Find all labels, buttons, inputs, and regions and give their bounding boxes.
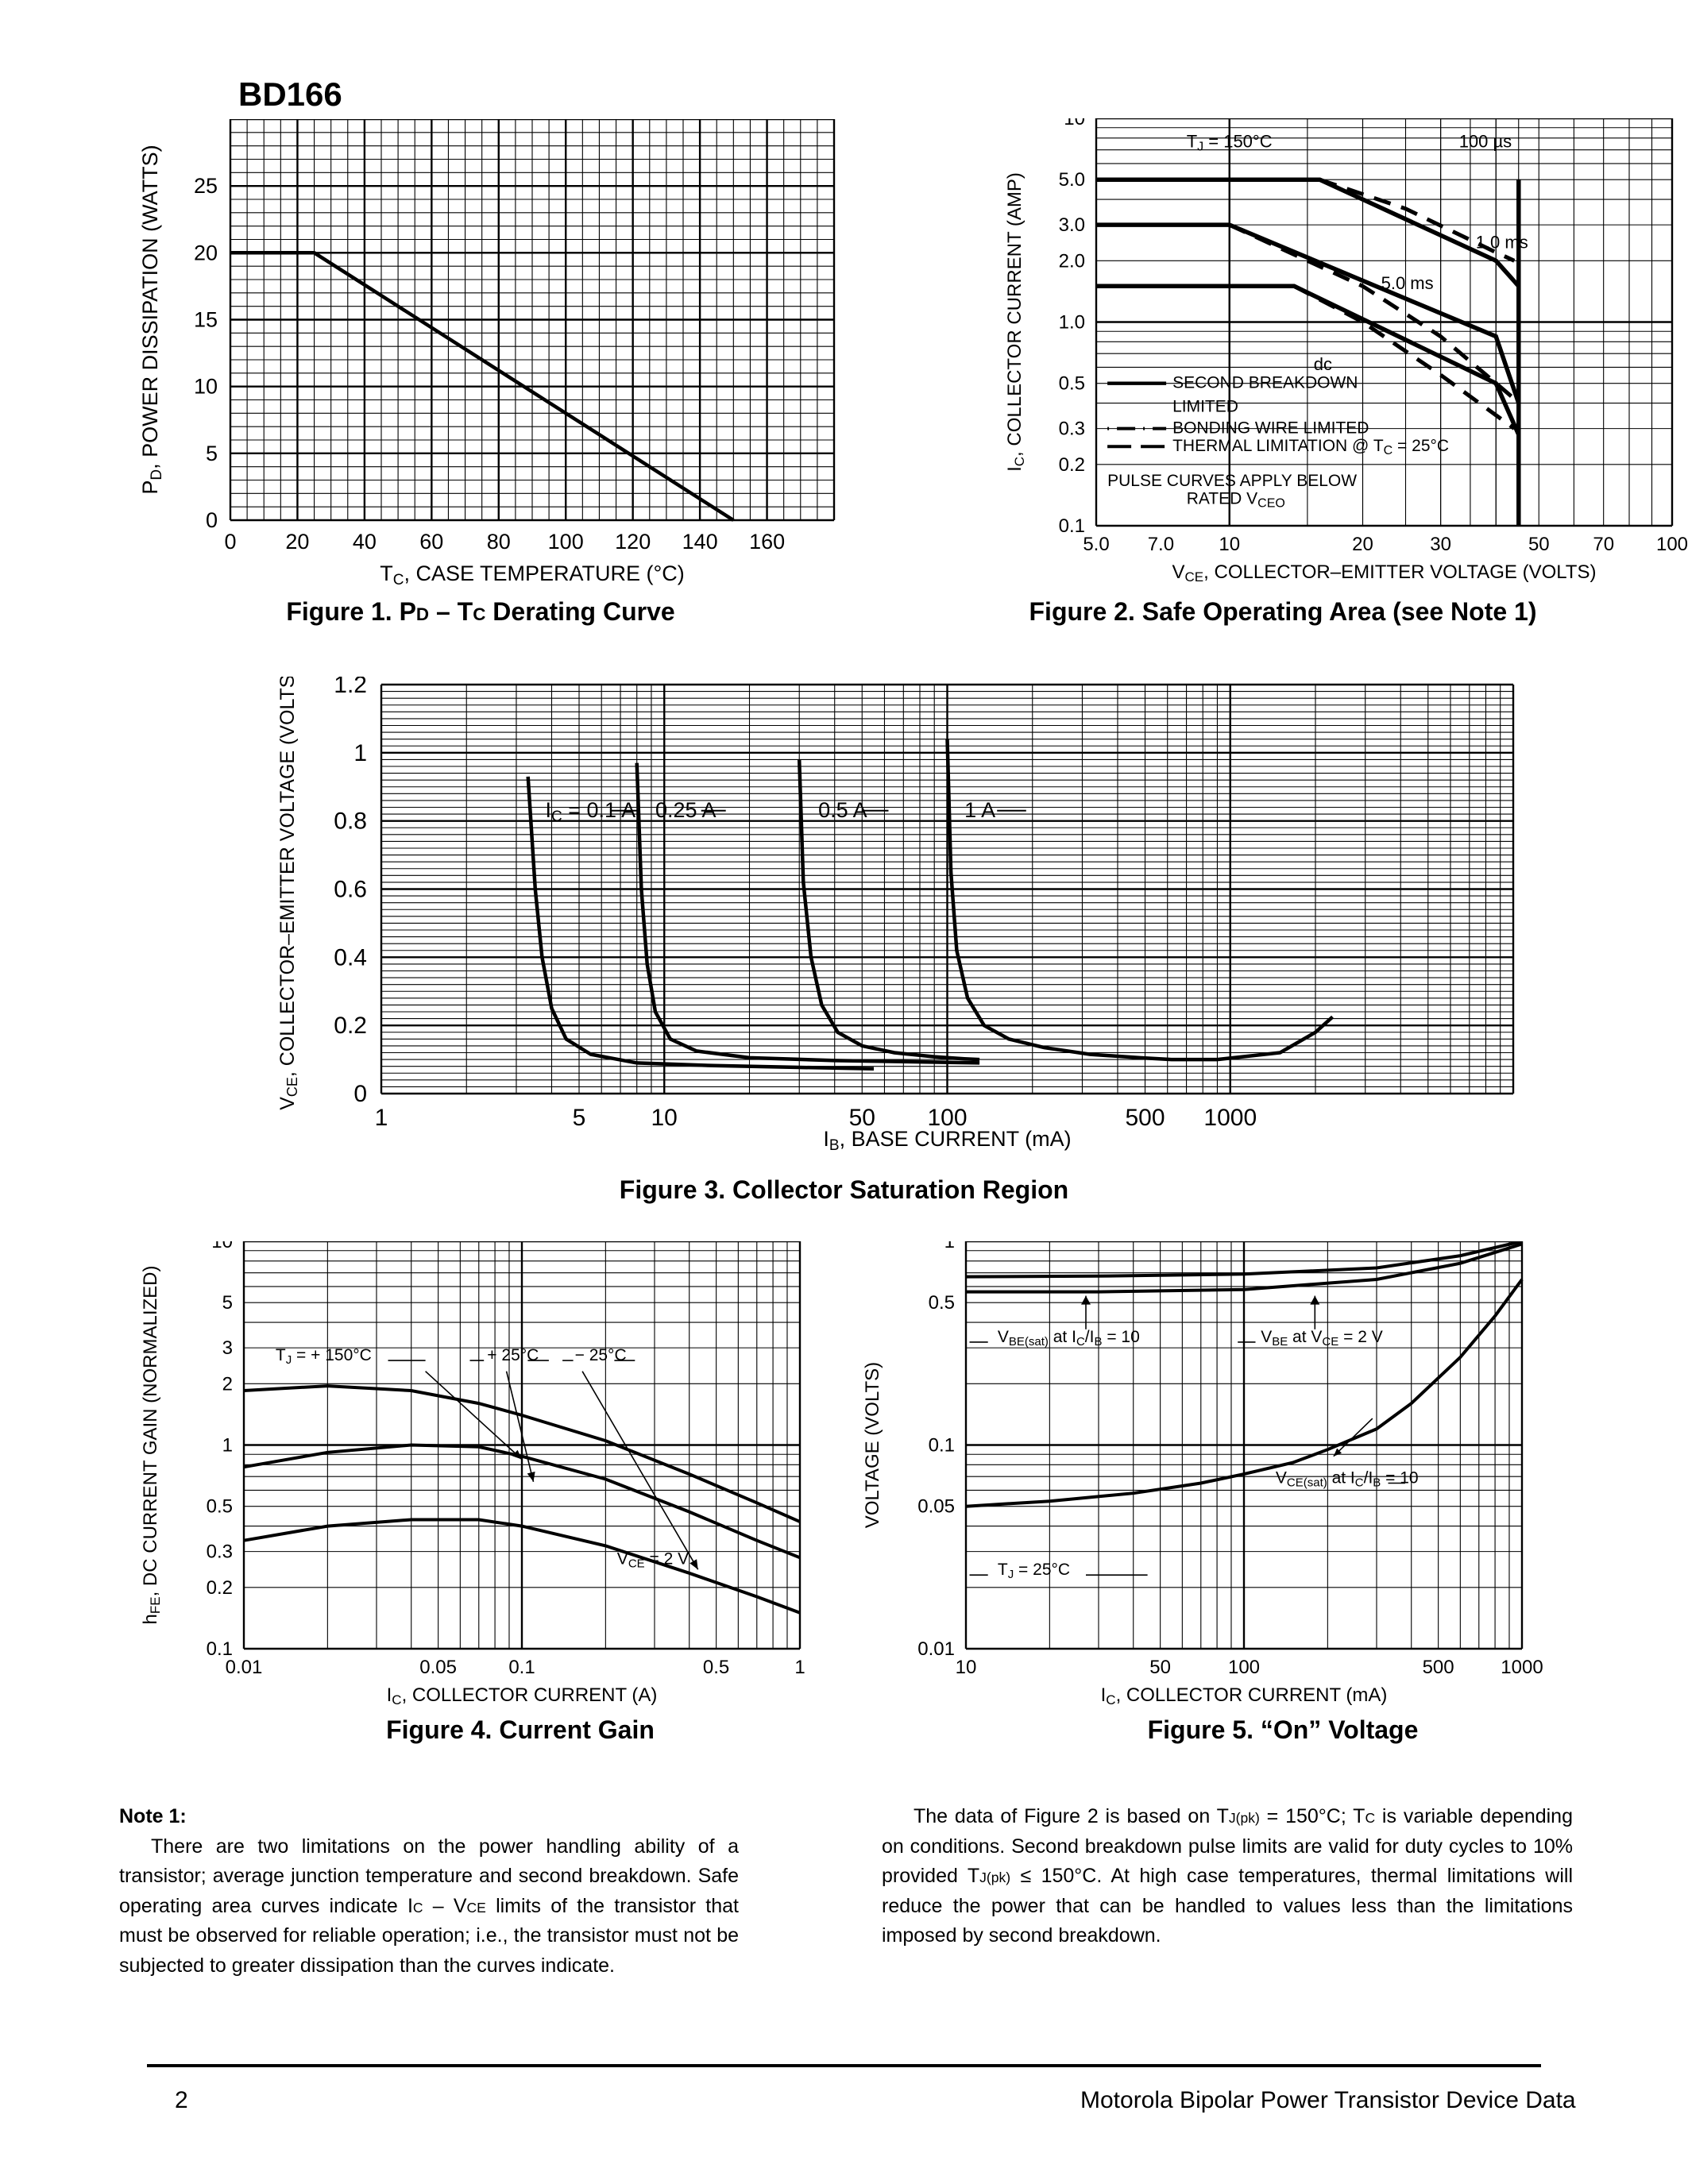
svg-text:IB, BASE CURRENT (mA): IB, BASE CURRENT (mA) bbox=[823, 1127, 1071, 1154]
svg-text:IC, COLLECTOR CURRENT (A): IC, COLLECTOR CURRENT (A) bbox=[387, 1684, 658, 1707]
svg-text:LIMITED: LIMITED bbox=[1172, 398, 1238, 416]
svg-text:10: 10 bbox=[956, 1657, 977, 1678]
svg-text:+ 25°C: + 25°C bbox=[487, 1346, 539, 1364]
svg-text:160: 160 bbox=[749, 530, 785, 554]
svg-text:30: 30 bbox=[1430, 534, 1451, 555]
svg-text:7.0: 7.0 bbox=[1148, 534, 1174, 555]
svg-text:IC, COLLECTOR CURRENT (mA): IC, COLLECTOR CURRENT (mA) bbox=[1101, 1684, 1388, 1707]
svg-text:3: 3 bbox=[222, 1337, 233, 1359]
svg-text:5.0: 5.0 bbox=[1083, 534, 1109, 555]
svg-text:5: 5 bbox=[573, 1105, 586, 1131]
svg-text:0.5 A: 0.5 A bbox=[818, 798, 867, 822]
svg-text:5.0 ms: 5.0 ms bbox=[1381, 273, 1434, 293]
svg-text:VOLTAGE (VOLTS): VOLTAGE (VOLTS) bbox=[862, 1362, 883, 1528]
svg-text:0: 0 bbox=[224, 530, 236, 554]
svg-text:2.0: 2.0 bbox=[1059, 250, 1085, 272]
svg-text:1000: 1000 bbox=[1501, 1657, 1543, 1678]
svg-text:20: 20 bbox=[285, 530, 309, 554]
svg-text:40: 40 bbox=[353, 530, 377, 554]
svg-text:1: 1 bbox=[353, 740, 367, 766]
svg-text:60: 60 bbox=[419, 530, 443, 554]
svg-text:50: 50 bbox=[1528, 534, 1550, 555]
svg-text:5: 5 bbox=[222, 1292, 233, 1314]
svg-text:10: 10 bbox=[211, 1241, 233, 1252]
svg-text:IC, COLLECTOR CURRENT (AMP): IC, COLLECTOR CURRENT (AMP) bbox=[1004, 172, 1027, 472]
svg-text:THERMAL LIMITATION @ TC = 25°C: THERMAL LIMITATION @ TC = 25°C bbox=[1172, 437, 1449, 457]
svg-text:20: 20 bbox=[1352, 534, 1373, 555]
svg-text:1: 1 bbox=[222, 1435, 233, 1457]
svg-text:dc: dc bbox=[1314, 354, 1332, 374]
svg-text:100: 100 bbox=[548, 530, 584, 554]
svg-text:0.5: 0.5 bbox=[703, 1657, 729, 1678]
svg-text:500: 500 bbox=[1125, 1105, 1165, 1131]
svg-text:10: 10 bbox=[1219, 534, 1240, 555]
svg-text:0.5: 0.5 bbox=[1059, 373, 1085, 395]
svg-text:15: 15 bbox=[194, 308, 218, 332]
svg-text:100 µs: 100 µs bbox=[1459, 132, 1512, 152]
svg-text:VCE, COLLECTOR–EMITTER VOLTAGE: VCE, COLLECTOR–EMITTER VOLTAGE (VOLTS) bbox=[1172, 561, 1597, 585]
svg-text:100: 100 bbox=[1656, 534, 1688, 555]
svg-text:0.1: 0.1 bbox=[1059, 515, 1085, 537]
svg-text:1: 1 bbox=[944, 1241, 955, 1252]
svg-text:VCE, COLLECTOR–EMITTER VOLTAGE: VCE, COLLECTOR–EMITTER VOLTAGE (VOLTS) bbox=[276, 677, 300, 1110]
svg-text:0.3: 0.3 bbox=[1059, 419, 1085, 440]
svg-text:1000: 1000 bbox=[1203, 1105, 1257, 1131]
svg-text:0: 0 bbox=[353, 1081, 367, 1107]
svg-text:VCE = 2 V: VCE = 2 V bbox=[617, 1550, 689, 1571]
svg-text:PD, POWER DISSIPATION (WATTS): PD, POWER DISSIPATION (WATTS) bbox=[138, 145, 165, 494]
svg-text:TC, CASE TEMPERATURE (°C): TC, CASE TEMPERATURE (°C) bbox=[380, 561, 685, 588]
svg-text:1: 1 bbox=[375, 1105, 388, 1131]
svg-text:70: 70 bbox=[1593, 534, 1614, 555]
svg-text:0.8: 0.8 bbox=[334, 808, 367, 835]
svg-text:1 A: 1 A bbox=[964, 798, 995, 822]
svg-text:− 25°C: − 25°C bbox=[575, 1346, 627, 1364]
svg-text:1.2: 1.2 bbox=[334, 677, 367, 698]
svg-text:0.1: 0.1 bbox=[508, 1657, 535, 1678]
svg-text:0.1: 0.1 bbox=[929, 1435, 955, 1457]
svg-text:3.0: 3.0 bbox=[1059, 214, 1085, 236]
svg-text:120: 120 bbox=[615, 530, 651, 554]
svg-text:100: 100 bbox=[1228, 1657, 1260, 1678]
svg-text:0.05: 0.05 bbox=[419, 1657, 457, 1678]
svg-text:50: 50 bbox=[1149, 1657, 1171, 1678]
svg-text:SECOND BREAKDOWN: SECOND BREAKDOWN bbox=[1172, 374, 1358, 392]
svg-text:5.0: 5.0 bbox=[1059, 169, 1085, 191]
svg-text:0.01: 0.01 bbox=[226, 1657, 263, 1678]
svg-text:0.2: 0.2 bbox=[1059, 454, 1085, 476]
svg-text:0.4: 0.4 bbox=[334, 944, 367, 970]
svg-text:hFE, DC CURRENT GAIN (NORMALIZ: hFE, DC CURRENT GAIN (NORMALIZED) bbox=[140, 1266, 163, 1625]
svg-text:0.01: 0.01 bbox=[917, 1638, 955, 1660]
svg-text:0.5: 0.5 bbox=[929, 1292, 955, 1314]
svg-text:0: 0 bbox=[206, 508, 218, 532]
svg-text:80: 80 bbox=[487, 530, 511, 554]
svg-text:0.3: 0.3 bbox=[207, 1542, 233, 1563]
svg-text:0.2: 0.2 bbox=[207, 1577, 233, 1599]
svg-text:2: 2 bbox=[222, 1373, 233, 1395]
svg-text:PULSE CURVES APPLY BELOW: PULSE CURVES APPLY BELOW bbox=[1107, 472, 1357, 490]
svg-text:140: 140 bbox=[682, 530, 718, 554]
svg-text:25: 25 bbox=[194, 174, 218, 198]
svg-text:0.5: 0.5 bbox=[207, 1496, 233, 1518]
svg-text:10: 10 bbox=[194, 375, 218, 399]
svg-text:10: 10 bbox=[651, 1105, 678, 1131]
svg-text:20: 20 bbox=[194, 241, 218, 264]
svg-text:BONDING WIRE LIMITED: BONDING WIRE LIMITED bbox=[1172, 419, 1369, 438]
svg-text:0.2: 0.2 bbox=[334, 1013, 367, 1039]
svg-text:10: 10 bbox=[1064, 118, 1085, 129]
svg-text:0.05: 0.05 bbox=[917, 1496, 955, 1518]
svg-text:5: 5 bbox=[206, 442, 218, 465]
svg-text:1.0: 1.0 bbox=[1059, 312, 1085, 334]
svg-text:1: 1 bbox=[794, 1657, 805, 1678]
svg-text:500: 500 bbox=[1423, 1657, 1454, 1678]
svg-text:1.0 ms: 1.0 ms bbox=[1476, 233, 1528, 253]
svg-text:0.6: 0.6 bbox=[334, 877, 367, 903]
